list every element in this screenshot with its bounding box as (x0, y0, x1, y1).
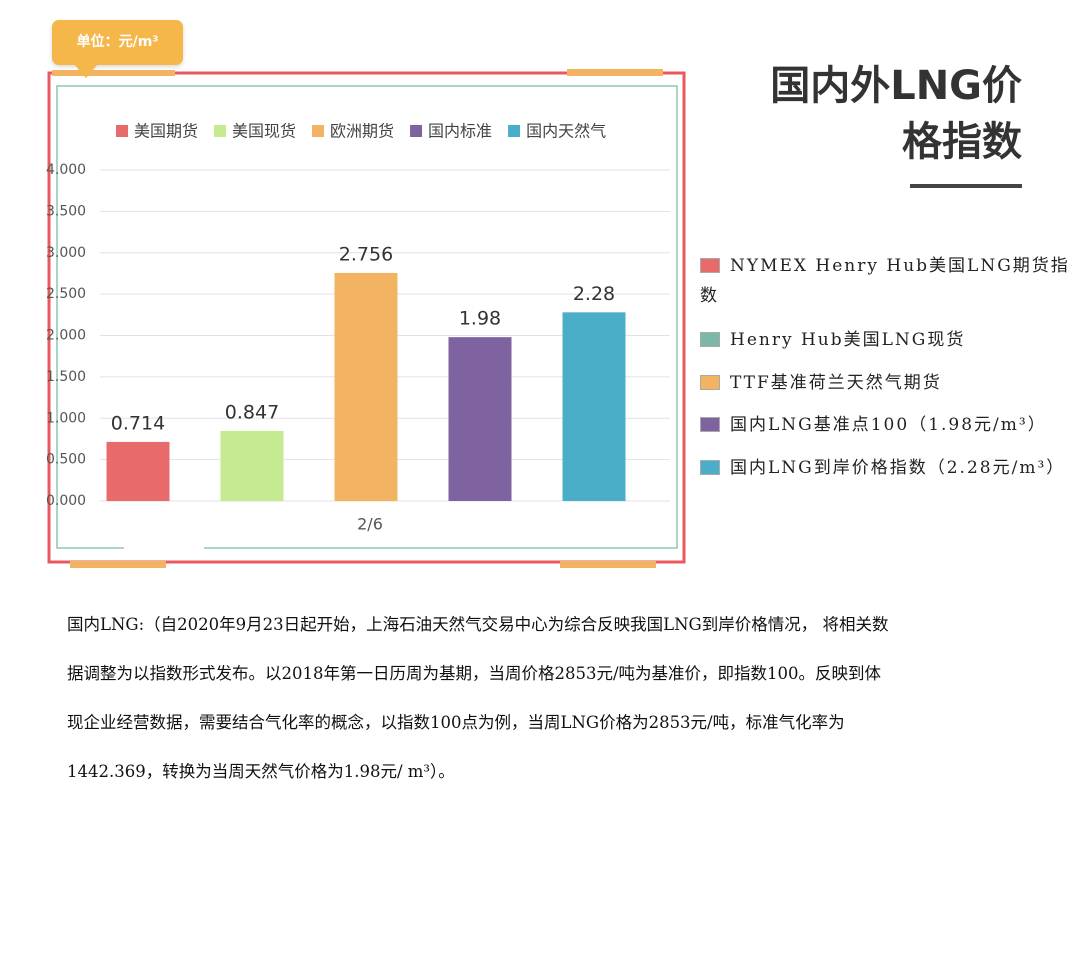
y-tick-label: 2.000 (46, 328, 86, 344)
note: 国内LNG到岸价格指数（2.28元/m³） (700, 453, 1072, 483)
legend-swatch (116, 125, 128, 137)
note-text: TTF基准荷兰天然气期货 (730, 373, 942, 393)
value-label: 0.847 (225, 401, 279, 423)
y-tick-label: 4.000 (46, 162, 86, 178)
note-swatch (700, 417, 720, 432)
y-tick-label: 0.500 (46, 452, 86, 468)
chart-inner-frame (56, 85, 678, 549)
value-label: 2.28 (573, 283, 615, 305)
x-tick-label: 2/6 (357, 515, 383, 534)
value-label: 2.756 (339, 243, 393, 265)
bar (106, 441, 170, 501)
heading-line: 格指数 (902, 119, 1022, 165)
value-label: 0.714 (111, 412, 165, 434)
legend-label: 美国期货 (134, 122, 198, 141)
bar (220, 430, 284, 501)
chart-frame (47, 71, 686, 564)
bar (562, 312, 626, 501)
legend-swatch (508, 125, 521, 137)
legend-swatch (214, 125, 227, 137)
description: 国内LNG:（自2020年9月23日起开始，上海石油天然气交易中心为综合反映我国… (67, 600, 1057, 796)
y-tick-label: 1.000 (46, 410, 86, 426)
bar (334, 272, 398, 501)
badge-tail (74, 64, 98, 78)
frame-corner (567, 69, 663, 76)
note-text: NYMEX Henry Hub美国LNG期货指数 (700, 256, 1070, 306)
bar (448, 337, 512, 501)
legend-swatch (410, 125, 423, 137)
unit-badge: 单位：元/m³ (52, 20, 183, 65)
y-tick-label: 2.500 (46, 286, 86, 302)
note: TTF基准荷兰天然气期货 (700, 368, 1072, 398)
heading-line: 国内外LNG价 (770, 63, 1022, 109)
note-swatch (700, 460, 720, 475)
legend-label: 欧洲期货 (330, 122, 394, 141)
note-swatch (700, 332, 720, 347)
note-text: 国内LNG到岸价格指数（2.28元/m³） (730, 458, 1066, 478)
description-line: 国内LNG:（自2020年9月23日起开始，上海石油天然气交易中心为综合反映我国… (67, 615, 889, 634)
legend-label: 国内天然气 (526, 122, 606, 141)
note-text: 国内LNG基准点100（1.98元/m³） (730, 415, 1047, 435)
chart: 0.000 0.500 1.000 1.500 2.000 2.500 3.000 3.500… (46, 69, 686, 568)
legend-label: 美国现货 (232, 122, 296, 141)
note: 国内LNG基准点100（1.98元/m³） (700, 410, 1072, 440)
y-tick-label: 3.000 (46, 245, 86, 261)
note: NYMEX Henry Hub美国LNG期货指数 (700, 251, 1072, 311)
y-tick-label: 0.000 (46, 493, 86, 509)
legend-swatch (312, 125, 325, 137)
description-line: 1442.369，转换为当周天然气价格为1.98元/ m³）。 (67, 762, 455, 781)
y-tick-label: 1.500 (46, 369, 86, 385)
note-swatch (700, 375, 720, 390)
value-label: 1.98 (459, 308, 501, 330)
frame-corner (560, 561, 656, 568)
frame-gap (124, 545, 204, 551)
heading: 国内外LNG价 格指数 (722, 58, 1022, 170)
heading-rule (910, 184, 1022, 188)
frame-corner (70, 561, 166, 568)
note-text: Henry Hub美国LNG现货 (730, 330, 966, 350)
y-tick-label: 3.500 (46, 203, 86, 219)
legend-label: 国内标准 (428, 122, 492, 141)
frame-corner (52, 70, 175, 76)
description-line: 现企业经营数据，需要结合气化率的概念，以指数100点为例，当周LNG价格为285… (67, 713, 845, 732)
note: Henry Hub美国LNG现货 (700, 325, 1072, 355)
note-swatch (700, 258, 720, 273)
description-line: 据调整为以指数形式发布。以2018年第一日历周为基期，当周价格2853元/吨为基… (67, 664, 882, 683)
